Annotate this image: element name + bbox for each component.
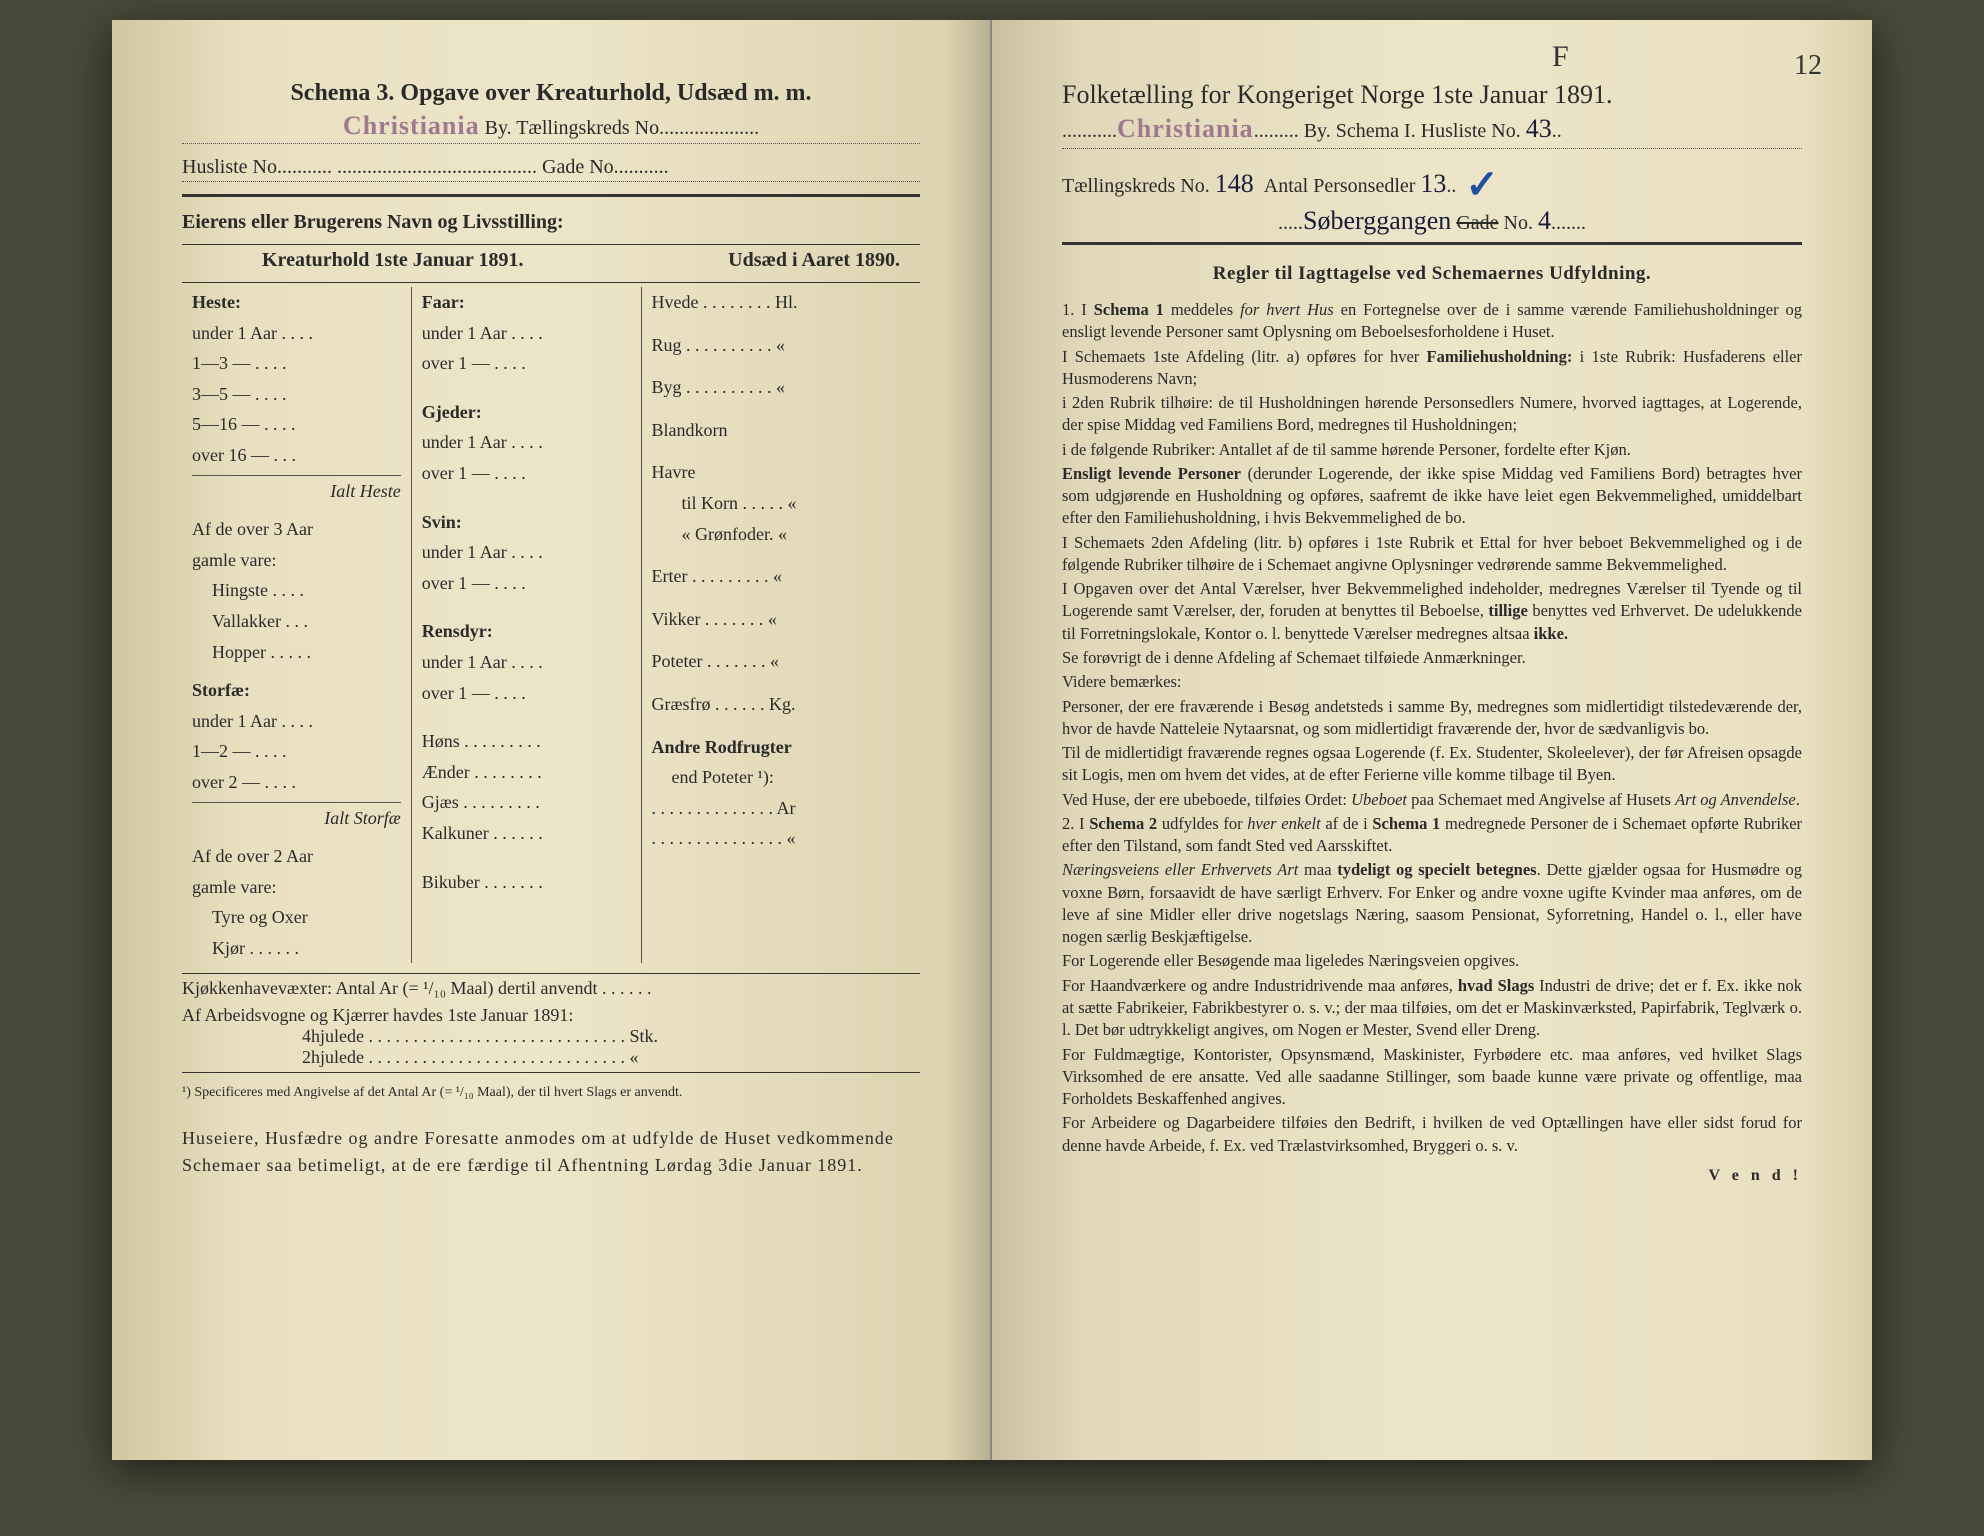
antal-no: 13 bbox=[1420, 169, 1446, 198]
taelling-no: 148 bbox=[1215, 169, 1254, 198]
checkmark-icon: ✓ bbox=[1465, 161, 1499, 208]
antal-label: Antal Personsedler bbox=[1264, 175, 1416, 197]
ialt-stor: Ialt Storfæ bbox=[192, 802, 401, 834]
row: under 1 Aar . . . . bbox=[192, 706, 401, 737]
husliste-no: 43 bbox=[1526, 114, 1552, 143]
row: Græsfrø . . . . . . Kg. bbox=[652, 689, 910, 720]
row: Vallakker . . . bbox=[192, 606, 401, 637]
row: Hopper . . . . . bbox=[192, 637, 401, 668]
gade-label: Gade No bbox=[542, 156, 614, 178]
left-page: Schema 3. Opgave over Kreaturhold, Udsæd… bbox=[112, 20, 992, 1460]
row: Havre bbox=[652, 457, 910, 488]
page-f-mark: F bbox=[1552, 40, 1569, 74]
row: Poteter . . . . . . . « bbox=[652, 646, 910, 677]
heste-head: Heste: bbox=[192, 287, 401, 318]
row: over 2 — . . . . bbox=[192, 767, 401, 798]
row: Erter . . . . . . . . . « bbox=[652, 561, 910, 592]
bottom-note: Huseiere, Husfædre og andre Foresatte an… bbox=[182, 1125, 920, 1179]
row: 5—16 — . . . . bbox=[192, 409, 401, 440]
hdr-udsaed: Udsæd i Aaret 1890. bbox=[728, 249, 900, 272]
by-label-r: By. Schema I. Husliste No. bbox=[1304, 120, 1521, 142]
row: Kjør . . . . . . bbox=[192, 933, 401, 964]
row: Andre Rodfrugter bbox=[652, 732, 910, 763]
row: Af de over 3 Aar bbox=[192, 514, 401, 545]
row: under 1 Aar . . . . bbox=[422, 427, 631, 458]
census-title: Folketælling for Kongeriget Norge 1ste J… bbox=[1062, 80, 1802, 110]
gade-label-struck: Gade bbox=[1456, 212, 1498, 234]
row: 1—3 — . . . . bbox=[192, 348, 401, 379]
faar-head: Faar: bbox=[422, 287, 631, 318]
footnote: ¹) Specificeres med Angivelse af det Ant… bbox=[182, 1085, 920, 1101]
row: over 1 — . . . . bbox=[422, 348, 631, 379]
row: Af de over 2 Aar bbox=[192, 841, 401, 872]
row: 1—2 — . . . . bbox=[192, 736, 401, 767]
row: over 1 — . . . . bbox=[422, 568, 631, 599]
page-number: 12 bbox=[1794, 50, 1822, 82]
kjokken: Kjøkkenhavevæxter: Antal Ar (= ¹/₁₀ Maal… bbox=[182, 978, 920, 999]
row: « Grønfoder. « bbox=[652, 519, 910, 550]
row: 3—5 — . . . . bbox=[192, 379, 401, 410]
row: Tyre og Oxer bbox=[192, 902, 401, 933]
row: Gjæs . . . . . . . . . bbox=[422, 787, 631, 818]
svin-head: Svin: bbox=[422, 507, 631, 538]
row: Byg . . . . . . . . . . « bbox=[652, 372, 910, 403]
eier-label: Eierens eller Brugerens Navn og Livsstil… bbox=[182, 211, 920, 234]
schema-title: Schema 3. Opgave over Kreaturhold, Udsæd… bbox=[182, 80, 920, 107]
hdr-kreatur: Kreaturhold 1ste Januar 1891. bbox=[262, 249, 524, 272]
row: under 1 Aar . . . . bbox=[422, 537, 631, 568]
kreatur-table: Heste: under 1 Aar . . . . 1—3 — . . . .… bbox=[182, 287, 920, 963]
row: Kalkuner . . . . . . bbox=[422, 818, 631, 849]
row: Hvede . . . . . . . . Hl. bbox=[652, 287, 910, 318]
husliste-label: Husliste No bbox=[182, 156, 277, 178]
row: Ænder . . . . . . . . bbox=[422, 757, 631, 788]
row: Vikker . . . . . . . « bbox=[652, 604, 910, 635]
row: end Poteter ¹): bbox=[652, 762, 910, 793]
gade-name: Søberggangen bbox=[1303, 206, 1451, 235]
regler-body: 1. I Schema 1 meddeles for hvert Hus en … bbox=[1062, 299, 1802, 1157]
arbeidsvogne: Af Arbeidsvogne og Kjærrer havdes 1ste J… bbox=[182, 1005, 920, 1026]
vend-label: V e n d ! bbox=[1062, 1167, 1802, 1185]
row: under 1 Aar . . . . bbox=[192, 318, 401, 349]
row: Hingste . . . . bbox=[192, 575, 401, 606]
row: under 1 Aar . . . . bbox=[422, 647, 631, 678]
city-stamp-right: Christiania bbox=[1117, 114, 1254, 143]
gjeder-head: Gjeder: bbox=[422, 397, 631, 428]
row: gamle vare: bbox=[192, 872, 401, 903]
row: . . . . . . . . . . . . . . Ar bbox=[652, 793, 910, 824]
regler-title: Regler til Iagttagelse ved Schemaernes U… bbox=[1062, 263, 1802, 285]
row: 4hjulede . . . . . . . . . . . . . . . .… bbox=[182, 1026, 920, 1047]
row: Bikuber . . . . . . . bbox=[422, 867, 631, 898]
row: Høns . . . . . . . . . bbox=[422, 726, 631, 757]
city-stamp-left: Christiania bbox=[343, 111, 480, 140]
row: gamle vare: bbox=[192, 545, 401, 576]
row: under 1 Aar . . . . bbox=[422, 318, 631, 349]
gade-no: 4 bbox=[1538, 206, 1551, 235]
row: . . . . . . . . . . . . . . . « bbox=[652, 823, 910, 854]
right-page: F 12 Folketælling for Kongeriget Norge 1… bbox=[992, 20, 1872, 1460]
storfae-head: Storfæ: bbox=[192, 675, 401, 706]
row: Blandkorn bbox=[652, 415, 910, 446]
row: over 1 — . . . . bbox=[422, 458, 631, 489]
row: 2hjulede . . . . . . . . . . . . . . . .… bbox=[182, 1047, 920, 1068]
row: over 16 — . . . bbox=[192, 440, 401, 471]
row: til Korn . . . . . « bbox=[652, 488, 910, 519]
rensdyr-head: Rensdyr: bbox=[422, 616, 631, 647]
gade-no-label: No. bbox=[1504, 212, 1533, 234]
ialt-heste: Ialt Heste bbox=[192, 475, 401, 507]
row: Rug . . . . . . . . . . « bbox=[652, 330, 910, 361]
taelling-label: Tællingskreds No. bbox=[1062, 175, 1210, 197]
row: over 1 — . . . . bbox=[422, 678, 631, 709]
by-label: By. Tællingskreds No bbox=[485, 117, 659, 139]
